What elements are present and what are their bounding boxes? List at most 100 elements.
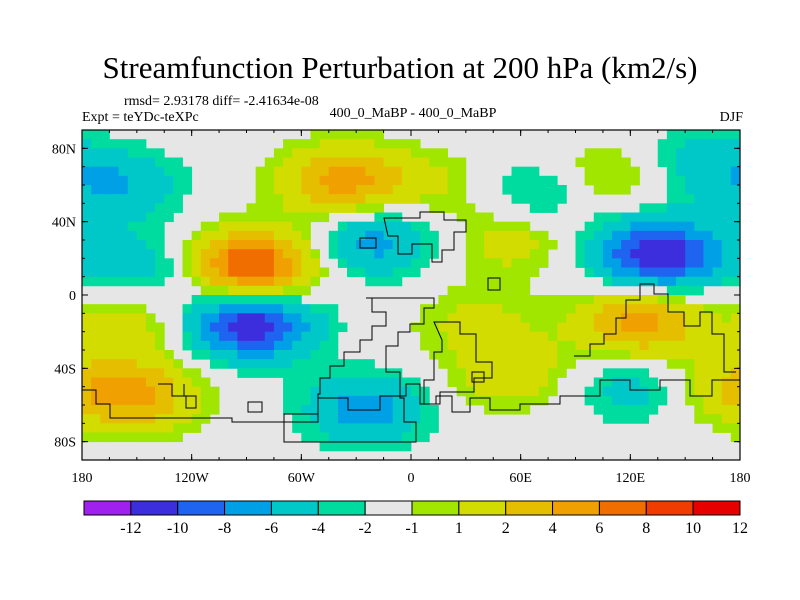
contour-cell <box>456 295 467 305</box>
contour-cell <box>356 157 366 168</box>
contour-cell <box>228 322 238 333</box>
contour-cell <box>666 350 677 360</box>
contour-cell <box>648 203 659 213</box>
contour-cell <box>118 175 129 186</box>
contour-cell <box>228 340 238 351</box>
contour-cell <box>136 340 147 351</box>
contour-cell <box>301 423 311 433</box>
contour-cell <box>301 194 311 204</box>
contour-cell <box>155 194 165 204</box>
contour-cell <box>630 331 640 342</box>
contour-cell <box>136 157 147 168</box>
contour-cell <box>630 313 640 323</box>
contour-cell <box>502 395 512 406</box>
contour-cell <box>712 414 723 424</box>
contour-cell <box>730 395 741 406</box>
contour-cell <box>648 386 659 397</box>
contour-cell <box>703 350 713 360</box>
contour-cell <box>109 249 119 259</box>
contour-cell <box>712 340 723 351</box>
contour-cell <box>548 194 558 204</box>
contour-cell <box>538 249 549 259</box>
contour-cell <box>529 166 540 177</box>
contour-cell <box>145 157 156 168</box>
contour-cell <box>374 377 384 388</box>
contour-cell <box>502 304 512 314</box>
contour-cell <box>292 148 302 158</box>
contour-cell <box>109 185 119 195</box>
contour-cell <box>301 340 311 351</box>
contour-cell <box>328 395 339 406</box>
contour-cell <box>283 139 293 149</box>
contour-cell <box>429 423 439 433</box>
contour-cell <box>127 432 138 443</box>
contour-cell <box>82 304 92 314</box>
contour-cell <box>191 331 202 342</box>
contour-cell <box>155 414 165 424</box>
contour-cell <box>182 340 193 351</box>
contour-cell <box>703 194 713 204</box>
contour-cell <box>694 359 704 369</box>
contour-cell <box>100 185 110 195</box>
contour-cell <box>484 249 494 259</box>
contour-cell <box>456 377 467 388</box>
contour-cell <box>319 304 330 314</box>
contour-cell <box>612 340 622 351</box>
contour-cell <box>100 175 110 186</box>
contour-cell <box>365 130 375 140</box>
contour-cell <box>301 175 311 186</box>
contour-cell <box>91 331 101 342</box>
contour-cell <box>484 359 494 369</box>
contour-cell <box>246 240 257 250</box>
contour-cell <box>557 185 567 195</box>
contour-cell <box>392 249 403 259</box>
contour-cell <box>164 185 174 195</box>
contour-cell <box>328 175 339 186</box>
contour-cell <box>164 377 174 388</box>
contour-cell <box>493 221 503 232</box>
contour-cell <box>676 212 686 223</box>
contour-cell <box>273 368 284 378</box>
contour-cell <box>520 322 531 333</box>
contour-cell <box>602 276 613 287</box>
contour-cell <box>283 249 293 259</box>
contour-cell <box>493 313 503 323</box>
contour-cell <box>593 249 604 259</box>
contour-cell <box>82 377 92 388</box>
contour-cell <box>520 386 531 397</box>
contour-cell <box>602 368 613 378</box>
contour-cell <box>127 405 138 415</box>
contour-cell <box>310 313 321 323</box>
contour-cell <box>200 313 211 323</box>
contour-cell <box>438 148 448 158</box>
contour-cell <box>191 295 202 305</box>
contour-cell <box>100 194 110 204</box>
contour-cell <box>173 414 183 424</box>
contour-cell <box>730 267 741 278</box>
contour-cell <box>685 395 695 406</box>
contour-cell <box>392 395 403 406</box>
contour-cell <box>100 405 110 415</box>
contour-cell <box>630 166 640 177</box>
rmsd-stat: rmsd= 2.93178 diff= -2.41634e-08 <box>124 94 319 109</box>
contour-cell <box>356 230 366 241</box>
contour-cell <box>630 340 640 351</box>
contour-cell <box>118 304 129 314</box>
contour-cell <box>237 276 247 287</box>
contour-cell <box>82 414 92 424</box>
contour-cell <box>347 414 357 424</box>
contour-cell <box>420 258 430 268</box>
contour-cell <box>237 295 247 305</box>
contour-cell <box>310 414 321 424</box>
contour-cell <box>173 185 183 195</box>
contour-cell <box>374 441 384 452</box>
contour-cell <box>420 304 430 314</box>
contour-cell <box>612 386 622 397</box>
contour-cell <box>520 313 531 323</box>
contour-cell <box>630 230 640 241</box>
contour-cell <box>538 322 549 333</box>
contour-cell <box>337 414 348 424</box>
contour-cell <box>557 359 567 369</box>
contour-cell <box>182 377 193 388</box>
contour-cell <box>502 221 512 232</box>
